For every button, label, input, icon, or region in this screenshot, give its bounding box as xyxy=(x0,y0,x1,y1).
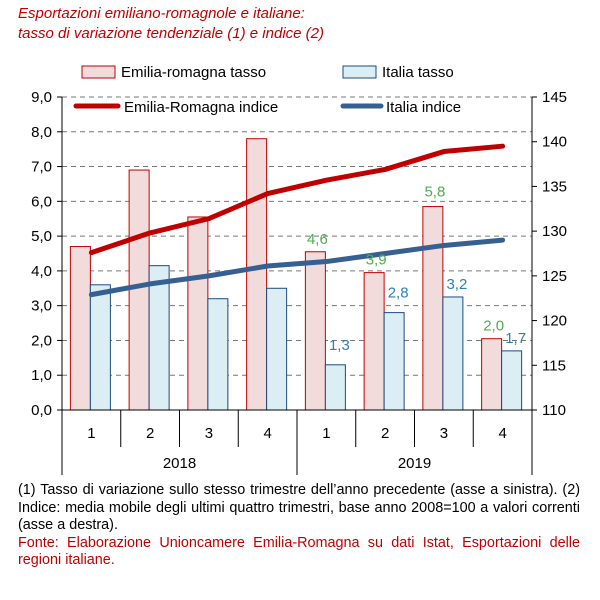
chart-title-line-1: Esportazioni emiliano-romagnole e italia… xyxy=(18,5,305,22)
data-label: 2,8 xyxy=(388,285,409,302)
category-label: 4 xyxy=(498,425,506,442)
category-label: 3 xyxy=(205,425,213,442)
legend-swatch-er-tasso xyxy=(81,65,116,79)
legend-label-er-tasso: Emilia-romagna tasso xyxy=(121,64,266,81)
chart-title-line-2: tasso di variazione tendenziale (1) e in… xyxy=(18,25,324,42)
y-left-tick-label: 2,0 xyxy=(31,332,52,349)
group-label: 2018 xyxy=(163,455,196,472)
data-label: 3,2 xyxy=(446,276,467,293)
bar-er-tasso xyxy=(481,338,503,411)
category-label: 3 xyxy=(440,425,448,442)
category-label: 4 xyxy=(263,425,271,442)
y-right-tick-label: 135 xyxy=(542,178,567,195)
bar-it-tasso xyxy=(501,350,523,411)
data-label: 4,6 xyxy=(307,231,328,248)
legend-label-it-tasso: Italia tasso xyxy=(382,64,454,81)
bar-it-tasso xyxy=(266,287,288,411)
group-label: 2019 xyxy=(398,455,431,472)
legend-label-it-indice: Italia indice xyxy=(386,99,461,116)
bar-er-tasso xyxy=(246,138,268,411)
data-label: 2,0 xyxy=(483,318,504,335)
bar-er-tasso xyxy=(422,206,444,411)
y-left-tick-label: 0,0 xyxy=(31,402,52,419)
bar-it-tasso xyxy=(383,312,405,411)
bar-er-tasso xyxy=(69,246,91,411)
data-label: 1,7 xyxy=(505,330,526,347)
legend: Emilia-romagna tasso Italia tasso Emilia… xyxy=(73,64,461,116)
line-er-indice xyxy=(88,143,506,256)
bar-it-tasso xyxy=(442,296,464,411)
y-left-tick-label: 7,0 xyxy=(31,159,52,176)
bar-er-tasso xyxy=(187,216,209,411)
y-left-tick-label: 4,0 xyxy=(31,263,52,280)
bar-er-tasso xyxy=(128,169,150,411)
category-label: 1 xyxy=(322,425,330,442)
y-right-tick-label: 130 xyxy=(542,223,567,240)
bar-it-tasso xyxy=(89,284,111,411)
y-left-tick-label: 5,0 xyxy=(31,228,52,245)
legend-swatch-it-tasso xyxy=(342,65,377,79)
chart: 0,01,02,03,04,05,06,07,08,09,01101151201… xyxy=(31,64,567,475)
y-right-tick-label: 125 xyxy=(542,268,567,285)
y-right-tick-label: 145 xyxy=(542,89,567,106)
data-labels: 4,6 3,9 5,8 2,0 1,3 2,8 3,2 1,7 xyxy=(307,184,526,354)
data-label: 1,3 xyxy=(329,337,350,354)
y-left-tick-label: 6,0 xyxy=(31,193,52,210)
y-left-tick-label: 3,0 xyxy=(31,298,52,315)
category-label: 2 xyxy=(381,425,389,442)
line-it-indice xyxy=(88,237,506,298)
y-right-tick-label: 140 xyxy=(542,134,567,151)
chart-title: Esportazioni emiliano-romagnole e italia… xyxy=(18,4,324,44)
y-left-tick-label: 8,0 xyxy=(31,124,52,141)
y-left-tick-label: 9,0 xyxy=(31,89,52,106)
bar-er-tasso xyxy=(304,251,326,411)
bar-it-tasso xyxy=(207,298,229,411)
index-lines xyxy=(88,143,506,298)
notes: (1) Tasso di variazione sullo stesso tri… xyxy=(18,482,580,570)
axes: 0,01,02,03,04,05,06,07,08,09,01101151201… xyxy=(31,89,567,475)
data-label: 3,9 xyxy=(366,252,387,269)
bar-it-tasso xyxy=(148,265,170,411)
bars xyxy=(69,138,523,411)
y-left-tick-label: 1,0 xyxy=(31,367,52,384)
category-label: 1 xyxy=(87,425,95,442)
y-right-tick-label: 110 xyxy=(542,402,566,419)
legend-label-er-indice: Emilia-Romagna indice xyxy=(124,99,278,116)
bar-it-tasso xyxy=(324,364,346,411)
category-label: 2 xyxy=(146,425,154,442)
y-right-tick-label: 115 xyxy=(542,357,566,374)
data-label: 5,8 xyxy=(424,184,445,201)
bar-er-tasso xyxy=(363,272,385,411)
y-right-tick-label: 120 xyxy=(542,313,567,330)
source-note: Fonte: Elaborazione Unioncamere Emilia-R… xyxy=(18,534,580,569)
footnote: (1) Tasso di variazione sullo stesso tri… xyxy=(18,482,580,533)
